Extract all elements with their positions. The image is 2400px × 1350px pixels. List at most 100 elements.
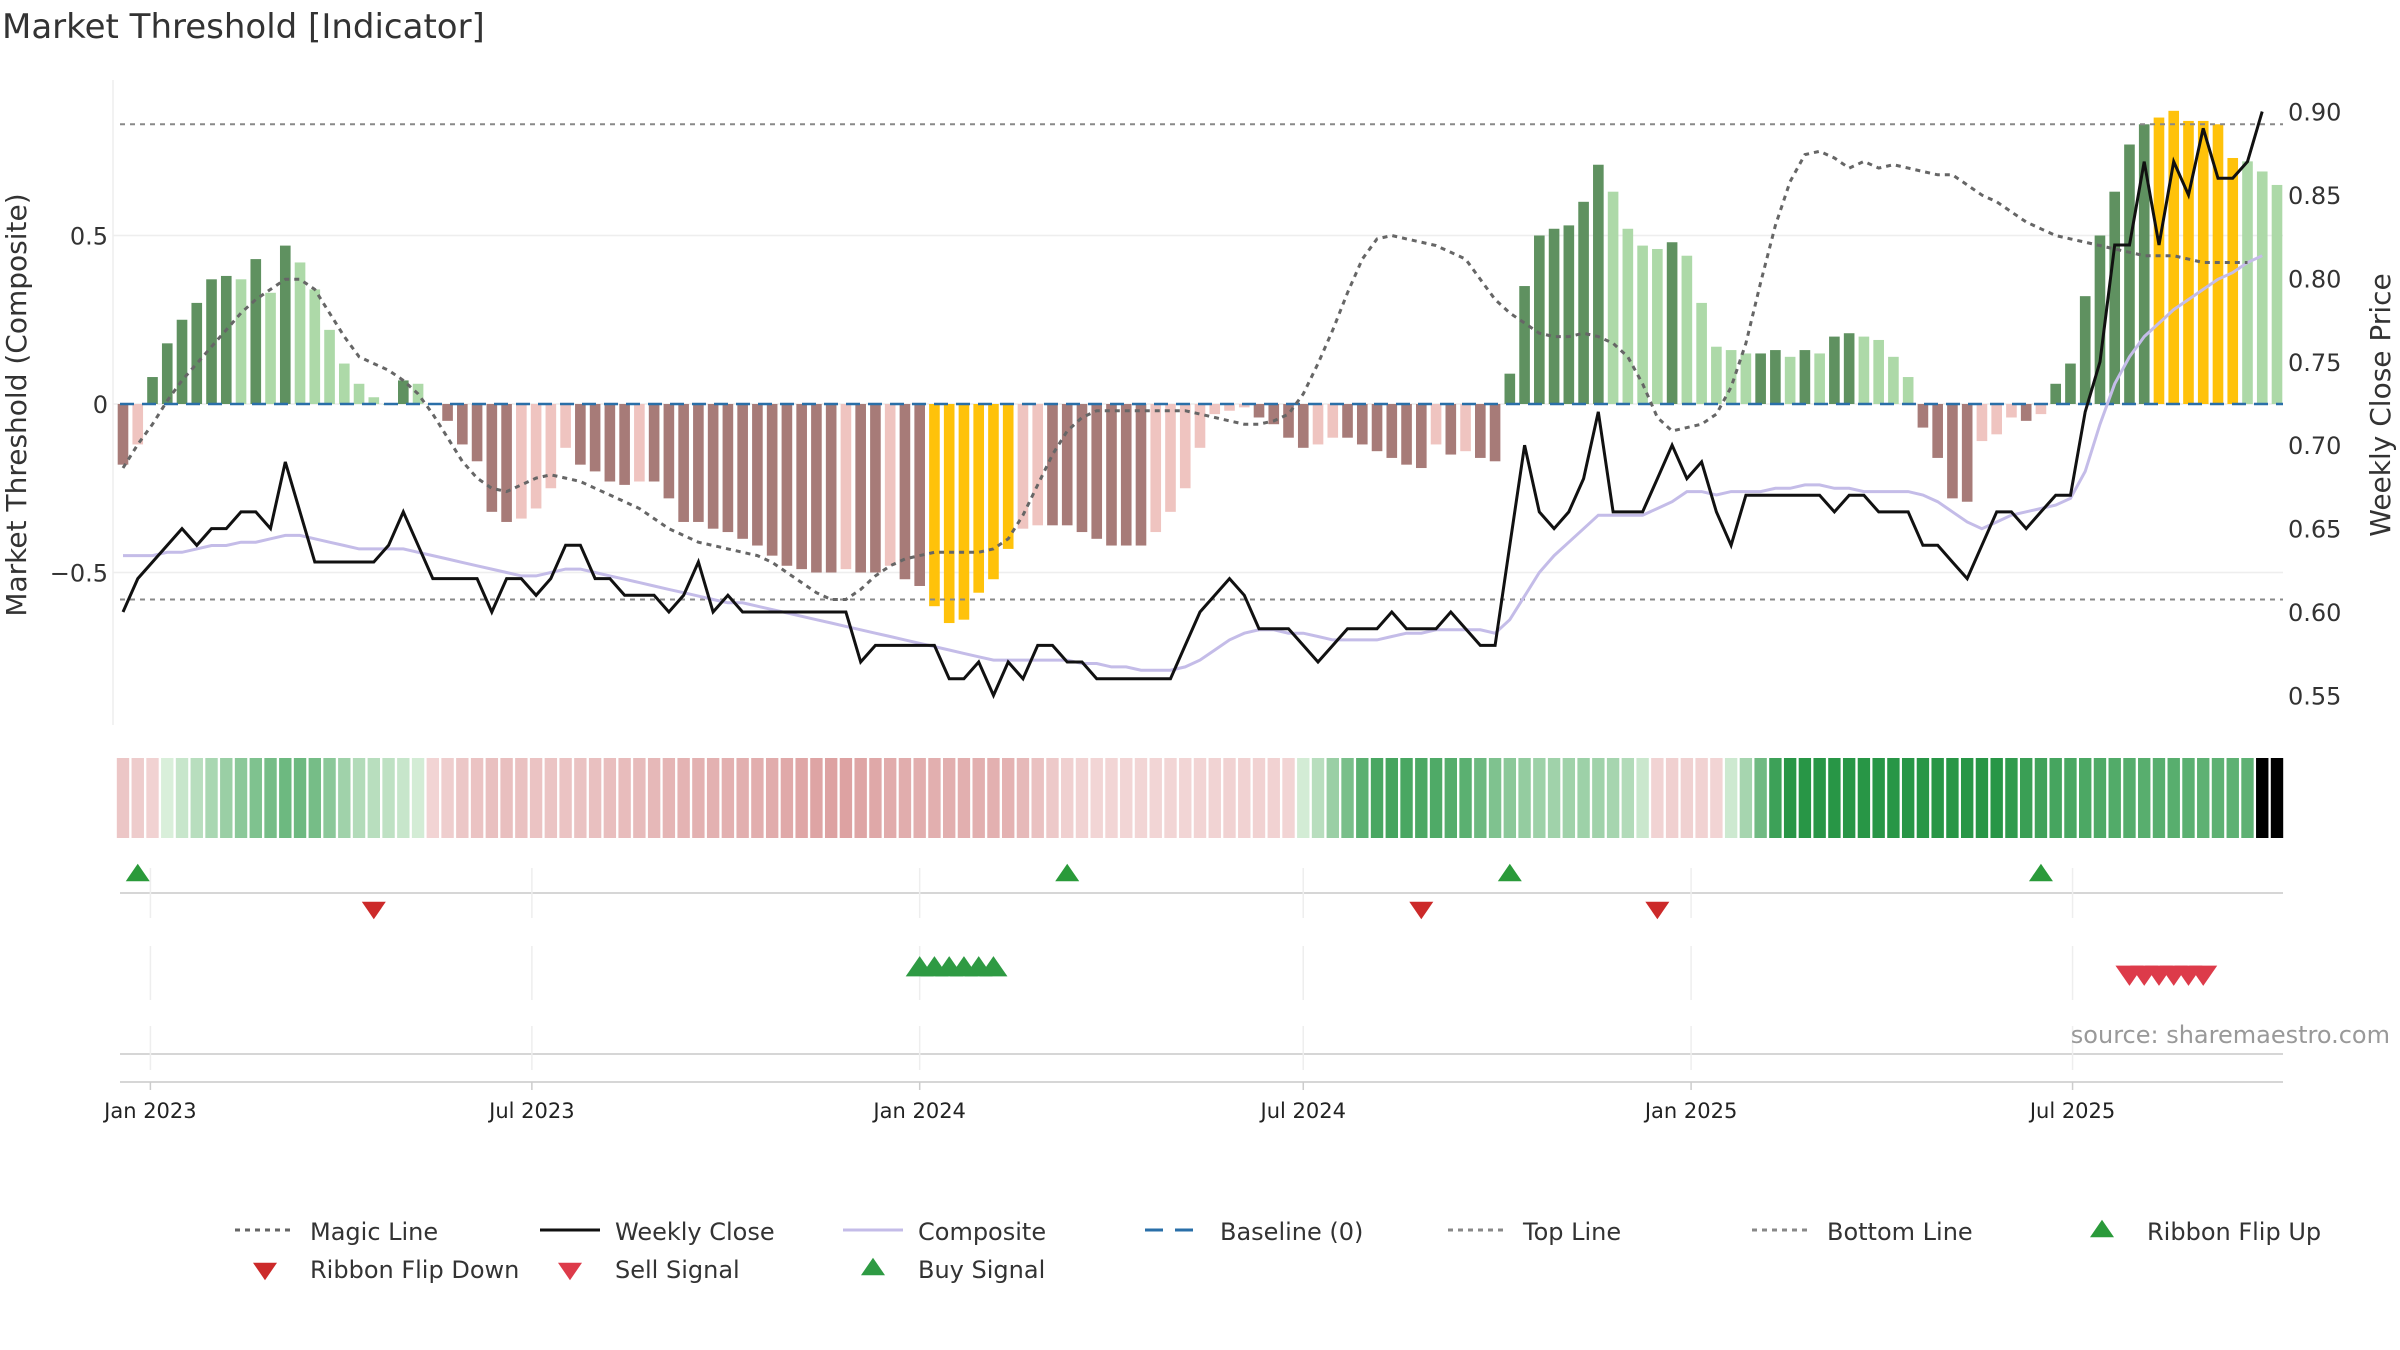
ribbon-cell <box>220 758 233 838</box>
ribbon-cell <box>1960 758 1974 838</box>
ribbon-cell <box>1061 758 1074 838</box>
ribbon-cell <box>485 758 499 838</box>
legend-label: Composite <box>918 1218 1046 1246</box>
ribbon-cell <box>1533 758 1546 838</box>
ribbon-cell <box>175 758 189 838</box>
ribbon-cell <box>2064 758 2077 838</box>
composite-bar <box>1696 302 1707 404</box>
ribbon-cell <box>2182 758 2195 838</box>
legend-item: Ribbon Flip Down <box>253 1256 519 1284</box>
ribbon-cell <box>367 758 381 838</box>
ribbon-cell <box>1370 758 1384 838</box>
ribbon-flip-up-marker <box>2028 863 2053 882</box>
ribbon-cell <box>529 758 543 838</box>
ribbon-cell <box>898 758 912 838</box>
composite-bar <box>206 279 217 404</box>
legend-item: Baseline (0) <box>1145 1218 1363 1246</box>
composite-bar <box>1460 404 1471 452</box>
legend-item: Buy Signal <box>861 1256 1045 1284</box>
ribbon-cell <box>721 758 735 838</box>
composite-bar <box>2212 124 2224 404</box>
y-tick-label: 0 <box>93 391 108 419</box>
ribbon-cell <box>824 758 838 838</box>
composite-bar <box>589 404 601 472</box>
legend-item: Bottom Line <box>1752 1218 1973 1246</box>
composite-bar <box>220 275 232 404</box>
ribbon-cell <box>2123 758 2136 838</box>
composite-bar <box>1563 225 1575 404</box>
composite-bar <box>560 404 571 448</box>
ribbon-cell <box>1828 758 1841 838</box>
ribbon-cell <box>1990 758 2003 838</box>
composite-bar <box>1297 404 1309 448</box>
composite-bar <box>368 397 380 404</box>
composite-bar <box>884 404 896 566</box>
ribbon-cell <box>1901 758 1915 838</box>
composite-bar <box>1076 404 1088 533</box>
legend-label: Bottom Line <box>1827 1218 1973 1246</box>
composite-bar <box>1047 404 1058 526</box>
composite-bar <box>294 262 306 404</box>
composite-bar <box>737 404 748 539</box>
y2-tick-label: 0.70 <box>2288 432 2341 460</box>
composite-bar <box>2197 120 2209 405</box>
composite-bar <box>1445 404 1457 455</box>
composite-bar <box>1548 228 1560 404</box>
legend-item: Top Line <box>1448 1218 1621 1246</box>
legend-label: Buy Signal <box>918 1256 1045 1284</box>
ribbon-cell <box>972 758 985 838</box>
ribbon-cell <box>2256 758 2269 838</box>
ribbon-cell <box>1769 758 1782 838</box>
legend-item: Magic Line <box>235 1218 438 1246</box>
ribbon-cell <box>1577 758 1590 838</box>
composite-bar <box>501 404 512 522</box>
composite-bar <box>1799 350 1811 404</box>
composite-bar <box>1061 404 1073 526</box>
ribbon-cell <box>765 758 779 838</box>
ribbon-cell <box>1592 758 1605 838</box>
ribbon-cell <box>1518 758 1531 838</box>
composite-bar <box>1327 404 1339 438</box>
x-tick-label: Jul 2024 <box>1259 1099 1346 1123</box>
ribbon-cell <box>1813 758 1826 838</box>
ribbon-cell <box>1754 758 1767 838</box>
sell-signal-marker <box>2189 965 2218 986</box>
ribbon-cell <box>942 758 956 838</box>
composite-bar <box>1179 404 1191 489</box>
ribbon-cell <box>308 758 321 838</box>
composite-bar <box>575 404 586 465</box>
composite-bar <box>235 279 247 404</box>
ribbon-cell <box>2226 758 2239 838</box>
composite-bar <box>2050 383 2062 404</box>
legend-label: Top Line <box>1522 1218 1621 1246</box>
axis-ticks: 0.5 0 −0.5 0.55 0.60 0.65 0.70 0.75 0.80 0.85 0.90… <box>50 99 2342 1123</box>
ribbon-cell <box>1606 758 1620 838</box>
ribbon-cell <box>2079 758 2092 838</box>
composite-bar <box>1519 286 1530 404</box>
ribbon-cell <box>1931 758 1944 838</box>
ribbon-cell <box>264 758 277 838</box>
ribbon-cell <box>1724 758 1738 838</box>
composite-bar <box>1106 404 1117 546</box>
signal-panels <box>120 868 2283 1083</box>
ribbon-cell <box>2211 758 2225 838</box>
ribbon-cell <box>588 758 602 838</box>
ribbon-cell <box>1341 758 1354 838</box>
composite-bar <box>1135 404 1147 546</box>
ribbon-cell <box>1326 758 1339 838</box>
composite-bar <box>1961 404 1973 502</box>
x-tick-label: Jan 2025 <box>1643 1099 1738 1123</box>
composite-bar <box>929 404 940 607</box>
composite-bar <box>1976 404 1988 442</box>
composite-bar <box>958 404 970 620</box>
ribbon-cell <box>1208 758 1221 838</box>
ribbon-cell <box>1916 758 1930 838</box>
ribbon-flip-up-marker <box>1497 863 1522 882</box>
ribbon-cell <box>1680 758 1694 838</box>
ribbon-cell <box>234 758 248 838</box>
ribbon-cell <box>1547 758 1561 838</box>
composite-bar <box>1504 373 1516 404</box>
x-tick-label: Jul 2023 <box>487 1099 574 1123</box>
composite-bar <box>353 383 365 404</box>
composite-bar <box>634 404 645 482</box>
